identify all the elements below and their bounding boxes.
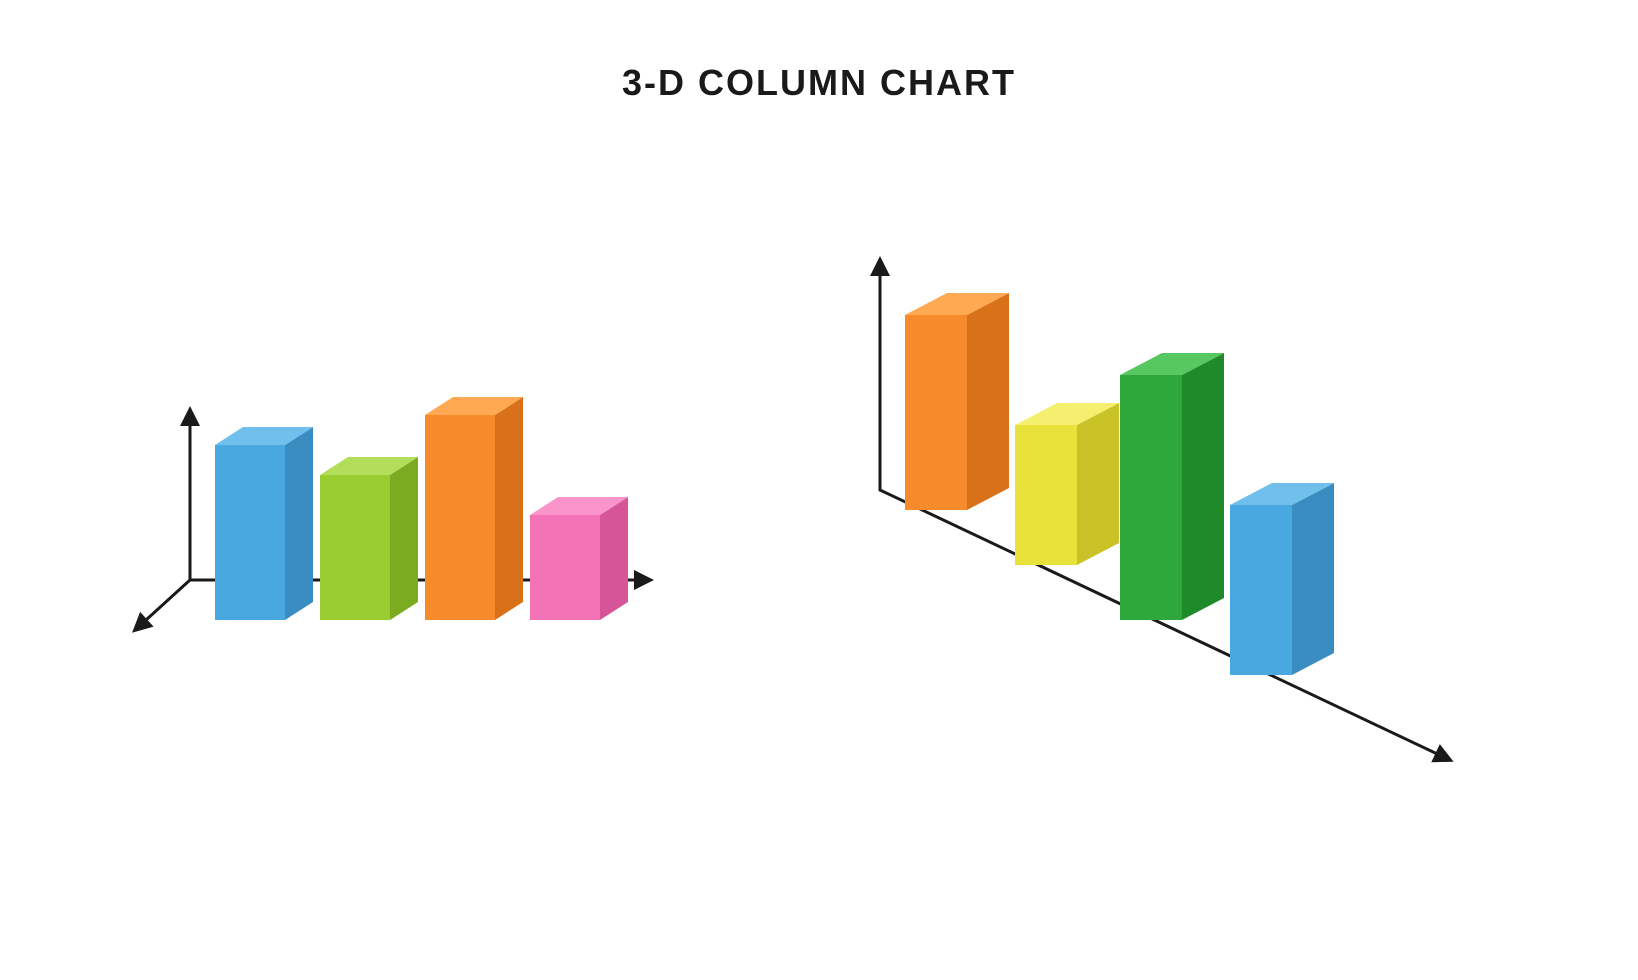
bar-0-side xyxy=(285,427,313,620)
bar-2-side xyxy=(495,397,523,620)
column-chart-left xyxy=(120,380,680,680)
page-title: 3-D COLUMN CHART xyxy=(0,62,1638,104)
bar-1-side xyxy=(390,457,418,620)
bar-3-side xyxy=(600,497,628,620)
rbar-3-front xyxy=(1230,505,1292,675)
rbar-0-front xyxy=(905,315,967,510)
rbar-1-front xyxy=(1015,425,1077,565)
bar-0-front xyxy=(215,445,285,620)
column-chart-right xyxy=(800,240,1500,780)
rbar-2-front xyxy=(1120,375,1182,620)
bar-1-front xyxy=(320,475,390,620)
bar-3-front xyxy=(530,515,600,620)
bar-2-front xyxy=(425,415,495,620)
rbar-0-side xyxy=(967,293,1009,510)
rbar-3-side xyxy=(1292,483,1334,675)
rbar-1-side xyxy=(1077,403,1119,565)
rbar-2-side xyxy=(1182,353,1224,620)
